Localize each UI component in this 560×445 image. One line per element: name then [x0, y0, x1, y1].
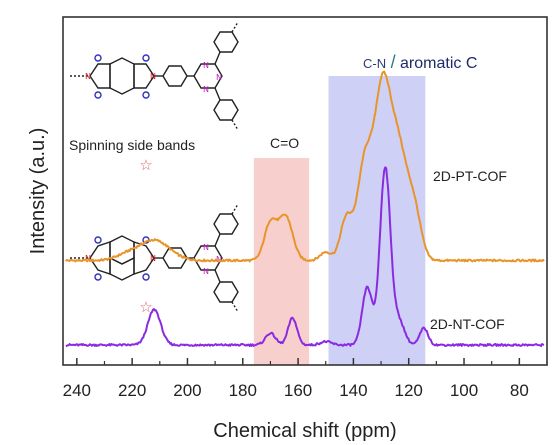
- spectra-lines: [65, 70, 545, 347]
- star-marker-nt: ☆: [139, 299, 152, 316]
- svg-text:N: N: [216, 255, 222, 264]
- star-marker-pt: ☆: [139, 157, 152, 174]
- svg-text:N: N: [150, 72, 156, 81]
- x-axis-label: Chemical shift (ppm): [213, 420, 396, 442]
- x-tick-label-140: 140: [339, 381, 367, 400]
- series-line-2d-pt-cof: [65, 70, 545, 263]
- svg-text:N: N: [150, 254, 156, 263]
- x-tick-label-120: 120: [395, 381, 423, 400]
- plot-frame: [62, 16, 548, 366]
- x-tick-label-200: 200: [173, 381, 201, 400]
- svg-text:N: N: [203, 85, 209, 94]
- svg-text:N: N: [203, 61, 209, 70]
- pt-cof-structure-atoms: N N N N N: [85, 54, 222, 99]
- shaded-regions: [253, 76, 426, 365]
- x-tick-label-240: 240: [63, 381, 91, 400]
- series-line-2d-nt-cof: [65, 166, 545, 347]
- svg-text:N: N: [85, 254, 91, 263]
- x-tick-label-100: 100: [450, 381, 478, 400]
- x-tick-label-180: 180: [229, 381, 257, 400]
- x-tick-label-80: 80: [510, 381, 529, 400]
- pt-cof-structure: [70, 21, 239, 131]
- svg-text:N: N: [85, 72, 91, 81]
- x-tick-label-160: 160: [284, 381, 312, 400]
- annotation-cn-aromatic: C-N / aromatic C: [363, 52, 477, 72]
- annotation-co: C=O: [270, 135, 299, 151]
- annotation-spinning-side-bands: Spinning side bands: [69, 137, 195, 153]
- svg-text:N: N: [203, 267, 209, 276]
- series-label-pt: 2D-PT-COF: [433, 168, 507, 184]
- y-axis-label: Intensity (a.u.): [27, 128, 49, 255]
- x-axis: 240 220 200 180 160 140 120 100 80: [63, 358, 548, 400]
- nt-cof-structure: [70, 203, 239, 313]
- svg-text:N: N: [216, 73, 222, 82]
- x-tick-label-220: 220: [118, 381, 146, 400]
- series-label-nt: 2D-NT-COF: [430, 316, 505, 332]
- shaded-region-1: [253, 158, 310, 365]
- svg-text:N: N: [203, 243, 209, 252]
